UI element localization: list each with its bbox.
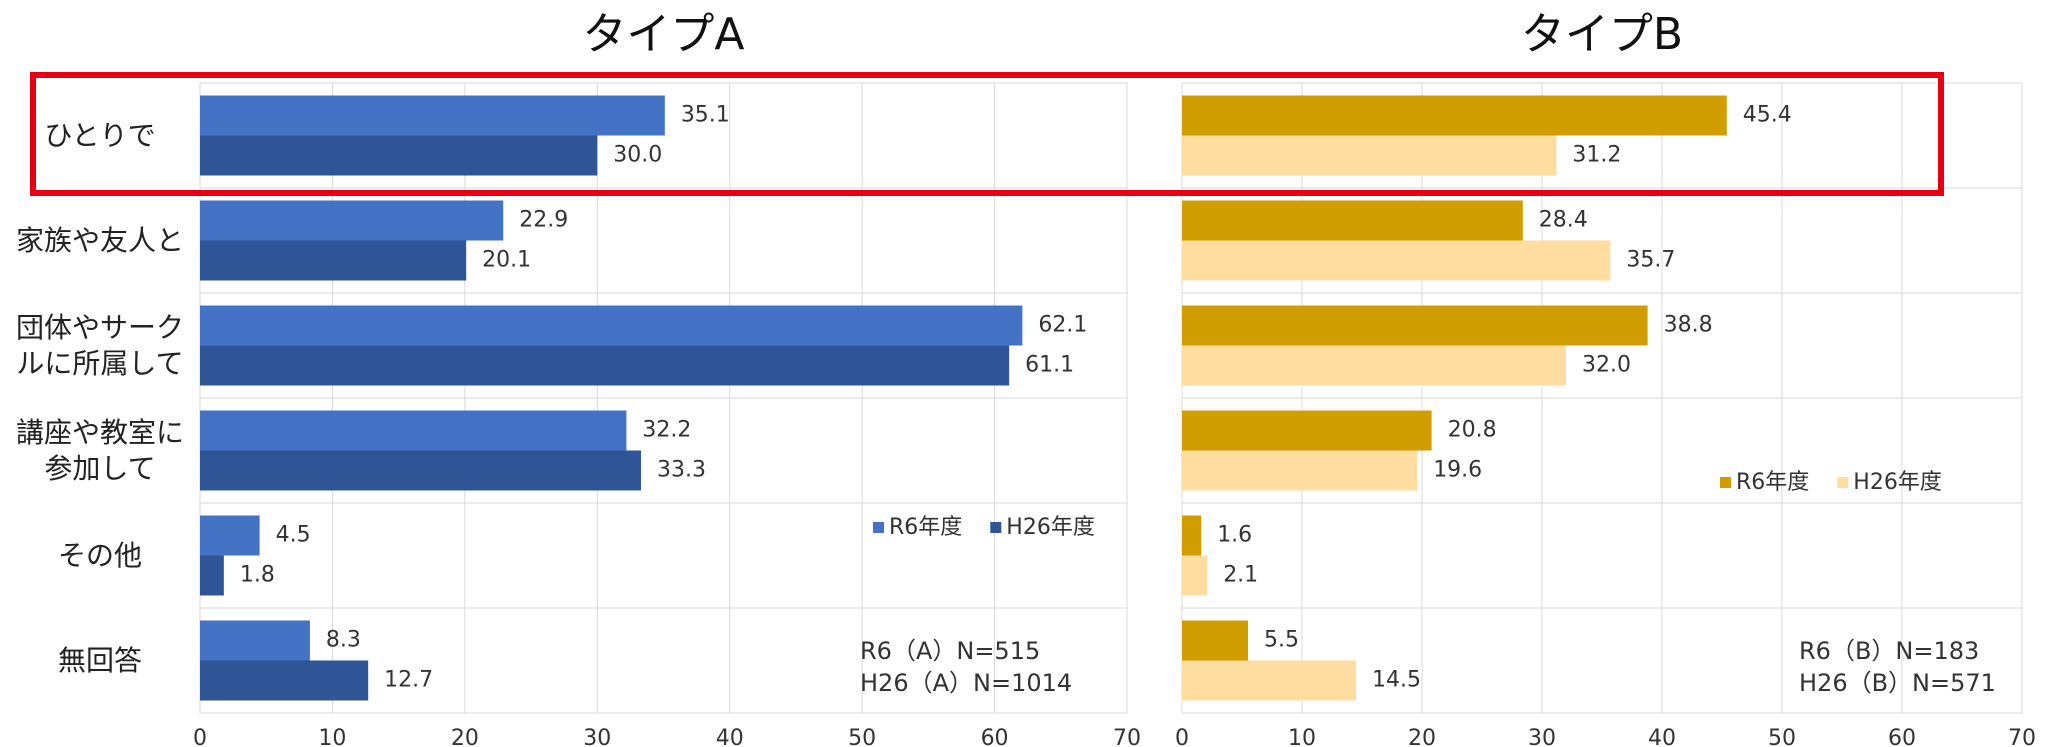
data-label: 45.4 xyxy=(1743,103,1792,128)
x-tick-label: 30 xyxy=(583,726,611,747)
x-tick-label: 70 xyxy=(2008,726,2036,747)
bar xyxy=(1182,240,1611,281)
data-label: 31.2 xyxy=(1572,143,1621,168)
data-label: 2.1 xyxy=(1223,563,1258,588)
bar xyxy=(1182,410,1432,451)
data-label: 8.3 xyxy=(326,628,361,653)
bar xyxy=(200,410,627,451)
data-label: 32.0 xyxy=(1582,353,1631,378)
x-tick-label: 10 xyxy=(1288,726,1316,747)
category-label: その他 xyxy=(57,538,142,572)
category-label: 家族や友人と xyxy=(15,223,184,257)
bar xyxy=(1182,200,1523,241)
x-tick-label: 10 xyxy=(318,726,346,747)
category-label: 講座や教室に参加して xyxy=(15,415,184,485)
data-label: 1.8 xyxy=(240,563,275,588)
bar xyxy=(1182,345,1566,386)
bar xyxy=(1182,95,1727,136)
bar xyxy=(200,515,260,556)
x-tick-label: 0 xyxy=(1175,726,1189,747)
legend-swatch xyxy=(990,522,1002,533)
bar xyxy=(200,555,224,596)
data-label: 38.8 xyxy=(1664,313,1713,338)
data-label: 20.8 xyxy=(1448,418,1497,443)
x-tick-label: 60 xyxy=(1888,726,1916,747)
bar xyxy=(200,240,467,281)
bar xyxy=(1182,660,1356,701)
x-tick-label: 60 xyxy=(981,726,1009,747)
bar xyxy=(200,95,665,136)
bar xyxy=(200,660,369,701)
bar xyxy=(1182,515,1202,556)
annotation: H26（A）N=1014 xyxy=(860,669,1072,697)
data-label: 28.4 xyxy=(1539,208,1588,233)
x-tick-label: 0 xyxy=(193,726,207,747)
bar xyxy=(200,345,1010,386)
legend-label: R6年度 xyxy=(889,515,962,540)
chart-title: タイプA xyxy=(582,9,744,60)
bar xyxy=(1182,620,1248,661)
data-label: 33.3 xyxy=(657,458,706,483)
category-label: ひとりで xyxy=(44,118,156,152)
data-label: 30.0 xyxy=(613,143,662,168)
data-label: 19.6 xyxy=(1433,458,1482,483)
annotation: R6（B）N=183 xyxy=(1799,637,1979,665)
legend-swatch xyxy=(1720,477,1731,488)
legend-label: R6年度 xyxy=(1736,470,1809,495)
bar xyxy=(200,620,310,661)
data-label: 62.1 xyxy=(1038,313,1087,338)
annotation: R6（A）N=515 xyxy=(860,637,1040,665)
legend-swatch xyxy=(873,522,884,533)
bar xyxy=(200,305,1023,346)
bar xyxy=(1182,305,1648,346)
bar xyxy=(200,450,641,491)
data-label: 20.1 xyxy=(482,248,531,273)
legend-label: H26年度 xyxy=(1853,470,1942,495)
legend-swatch xyxy=(1837,477,1849,488)
data-label: 12.7 xyxy=(384,668,433,693)
data-label: 61.1 xyxy=(1025,353,1074,378)
annotation: H26（B）N=571 xyxy=(1799,669,1996,697)
data-label: 14.5 xyxy=(1372,668,1421,693)
x-tick-label: 20 xyxy=(1408,726,1436,747)
x-tick-label: 20 xyxy=(451,726,479,747)
x-tick-label: 70 xyxy=(1113,726,1141,747)
x-tick-label: 40 xyxy=(1648,726,1676,747)
x-tick-label: 50 xyxy=(848,726,876,747)
data-label: 4.5 xyxy=(276,523,311,548)
data-label: 1.6 xyxy=(1217,523,1252,548)
x-tick-label: 30 xyxy=(1528,726,1556,747)
category-label: 無回答 xyxy=(57,643,142,677)
bar xyxy=(200,135,598,176)
bar xyxy=(1182,135,1557,176)
bar xyxy=(200,200,504,241)
data-label: 32.2 xyxy=(642,418,691,443)
x-tick-label: 50 xyxy=(1768,726,1796,747)
bar xyxy=(1182,450,1418,491)
data-label: 22.9 xyxy=(519,208,568,233)
highlight-box xyxy=(30,72,1944,196)
category-label: 団体やサークルに所属して xyxy=(15,310,184,380)
bar xyxy=(1182,555,1208,596)
data-label: 35.7 xyxy=(1626,248,1675,273)
data-label: 5.5 xyxy=(1264,628,1299,653)
x-tick-label: 40 xyxy=(716,726,744,747)
chart-title: タイプB xyxy=(1521,9,1683,60)
legend-label: H26年度 xyxy=(1006,515,1095,540)
data-label: 35.1 xyxy=(681,103,730,128)
